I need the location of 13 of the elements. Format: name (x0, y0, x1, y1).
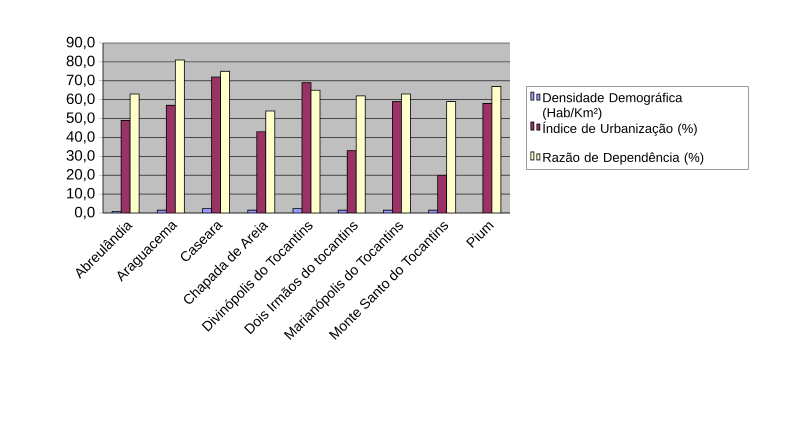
y-tick-label: 60,0 (66, 93, 95, 106)
legend-label: Índice de Urbanização (%) (543, 122, 697, 136)
y-tick-label: 10,0 (67, 188, 95, 200)
y-tick-label: 70,0 (66, 74, 95, 87)
y-tick-label: 30,0 (66, 150, 95, 163)
y-tick-label: 80,0 (66, 56, 95, 68)
y-tick-label: 20,0 (66, 169, 95, 182)
y-tick-label: 0,0 (74, 206, 95, 220)
legend-label: Densidade Demográfica (Hab/Km²) (543, 92, 682, 120)
legend-label: Razão de Dependência (%) (543, 152, 704, 165)
y-tick-label: 40,0 (66, 131, 95, 144)
y-tick-label: 90,0 (66, 36, 95, 50)
y-tick-label: 50,0 (66, 112, 95, 125)
